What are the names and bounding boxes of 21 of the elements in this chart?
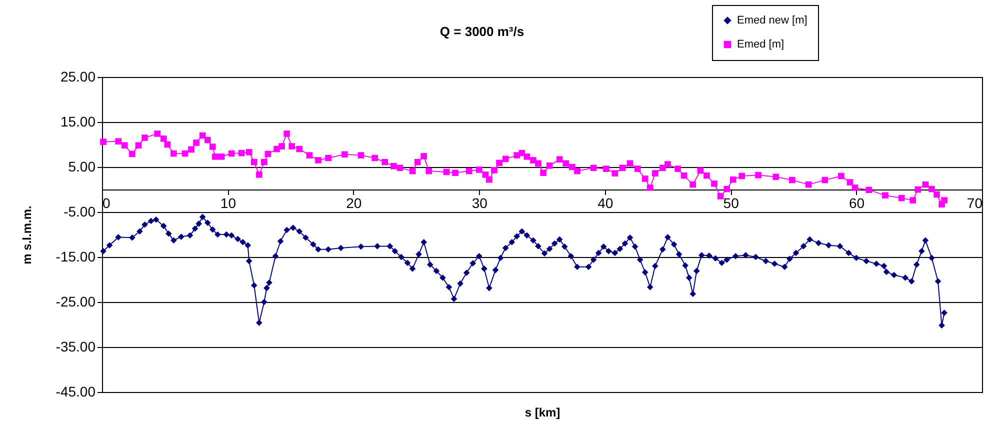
x-tick-label: 50 (723, 195, 740, 211)
y-tick-label: 25.00 (60, 68, 96, 84)
y-tick-label: -15.00 (56, 248, 96, 264)
x-tick-label: 0 (102, 195, 110, 211)
x-axis-title: s [km] (524, 406, 560, 420)
y-tick-label: -5.00 (64, 204, 96, 220)
y-tick-label: -25.00 (56, 294, 96, 310)
x-tick-label: 20 (346, 195, 362, 211)
chart-title: Q = 3000 m³/s (440, 24, 524, 39)
y-tick-label: 15.00 (60, 114, 96, 130)
legend-label: Emed new [m] (737, 14, 808, 26)
y-axis-title: m s.l.m.m. (20, 206, 34, 264)
x-tick-label: 70 (966, 195, 983, 211)
legend-label: Emed [m] (737, 38, 784, 50)
x-tick-label: 10 (220, 195, 236, 211)
x-tick-label: 30 (472, 195, 488, 211)
x-tick-label: 60 (848, 195, 865, 211)
y-tick-label: -45.00 (56, 384, 96, 400)
y-tick-label: 5.00 (68, 158, 96, 174)
x-tick-label: 40 (598, 195, 614, 211)
y-tick-label: -35.00 (56, 338, 96, 354)
